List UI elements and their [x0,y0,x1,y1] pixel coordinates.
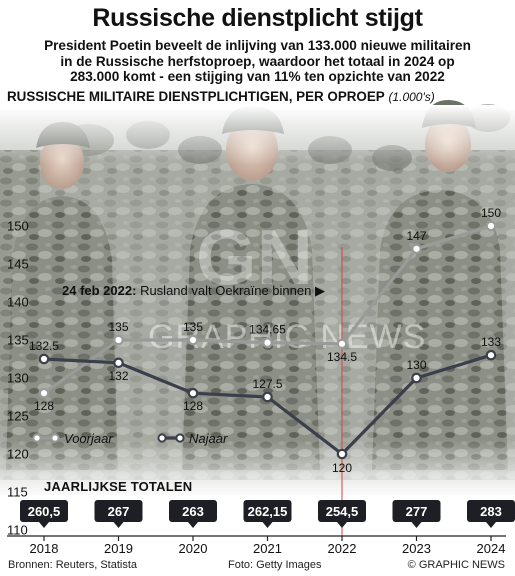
data-label: 130 [406,358,426,372]
y-tick-label: 145 [7,257,29,272]
data-point [113,334,124,346]
legend-swatch-point [157,433,167,443]
data-label: 147 [406,229,426,243]
annotation-arrow-icon: ▶ [314,283,325,298]
x-tick-label: 2018 [30,541,59,556]
x-tick-label: 2024 [477,541,506,556]
annual-total-badge [243,500,292,522]
data-label: 128 [34,399,54,413]
annual-totals-heading: JAARLIJKSE TOTALEN [44,479,193,494]
x-tick-label: 2020 [179,541,208,556]
subtitle-line: 283.000 komt - een stijging van 11% ten … [70,69,445,84]
data-point [411,372,422,384]
y-tick-label: 140 [7,295,29,310]
annual-total-badge [392,500,441,522]
annual-total-value: 254,5 [326,504,359,519]
data-label: 128 [183,399,203,413]
brand-credit: © GRAPHIC NEWS [407,559,505,571]
annual-total-value: 262,15 [248,504,288,519]
data-point [262,337,273,348]
legend-swatch-point [32,433,42,443]
annotation-date: 24 feb 2022: [62,283,137,298]
annual-total-badge-pointer [188,522,198,528]
data-label: 132 [108,369,128,383]
y-tick-label: 125 [7,409,29,424]
annual-total-badge-pointer [337,522,347,528]
annual-total-value: 263 [182,504,204,519]
x-tick-label: 2023 [402,541,431,556]
x-tick-label: 2019 [104,541,133,556]
data-point [262,391,273,403]
data-point [485,220,497,232]
x-tick-label: 2022 [328,541,357,556]
series-heading: RUSSISCHE MILITAIRE DIENSTPLICHTIGEN, PE… [7,89,435,104]
data-label: 127.5 [252,377,282,391]
subtitle-line: in de Russische herfstoproep, waardoor h… [60,53,455,69]
subtitle-line: President Poetin beveelt de inlijving va… [44,38,471,53]
gn-logo-watermark: GN [196,213,313,301]
data-point [187,387,199,399]
y-tick-label: 115 [7,485,28,500]
data-point [411,243,422,255]
legend-label: Voorjaar [64,431,113,446]
data-label: 134.65 [249,323,286,337]
data-point [336,448,348,460]
data-label: 135 [183,320,203,334]
data-point [187,334,199,346]
annual-total-badge [467,500,515,522]
data-label: 150 [481,206,501,220]
y-tick-label: 120 [7,447,29,462]
annual-total-badge-pointer [486,522,496,528]
annual-total-badge-pointer [411,522,422,528]
data-label: 120 [332,461,352,475]
annual-total-badge-pointer [262,522,273,528]
chart-title: Russische dienstplicht stijgt [92,4,423,32]
source-credit: Bronnen: Reuters, Statista [8,559,138,571]
annual-total-badge [20,500,68,522]
annual-total-badge-pointer [39,522,49,528]
data-label: 133 [481,335,501,349]
annual-total-value: 260,5 [28,504,61,519]
y-tick-label: 110 [7,523,28,538]
annual-total-badge-pointer [113,522,124,528]
series-heading-text: RUSSISCHE MILITAIRE DIENSTPLICHTIGEN, PE… [7,89,385,104]
x-tick-label: 2021 [253,541,282,556]
data-point [113,357,124,369]
y-tick-label: 135 [7,333,29,348]
annual-total-value: 283 [480,504,502,519]
data-point [336,338,348,350]
annual-total-badge [169,500,217,522]
y-tick-label: 130 [7,371,29,386]
annual-total-value: 277 [406,504,428,519]
annual-total-badge [318,500,366,522]
data-point [38,387,50,399]
chart-subtitle: President Poetin beveelt de inlijving va… [14,38,501,85]
data-label: 135 [108,320,128,334]
invasion-annotation: 24 feb 2022: Rusland valt Oekraïne binne… [62,283,325,299]
legend-swatch-point [50,433,60,443]
data-label: 132.5 [29,339,59,353]
legend-label: Najaar [189,431,228,446]
data-point [485,349,497,361]
annotation-text: Rusland valt Oekraïne binnen [140,283,312,298]
data-label: 134.5 [327,350,357,364]
y-tick-label: 150 [7,219,29,234]
annual-total-value: 267 [108,504,130,519]
annual-total-badge [94,500,143,522]
series-heading-unit: (1.000's) [388,90,435,104]
data-point [38,353,50,365]
legend-swatch-point [175,433,185,443]
photo-credit: Foto: Getty Images [228,559,322,571]
